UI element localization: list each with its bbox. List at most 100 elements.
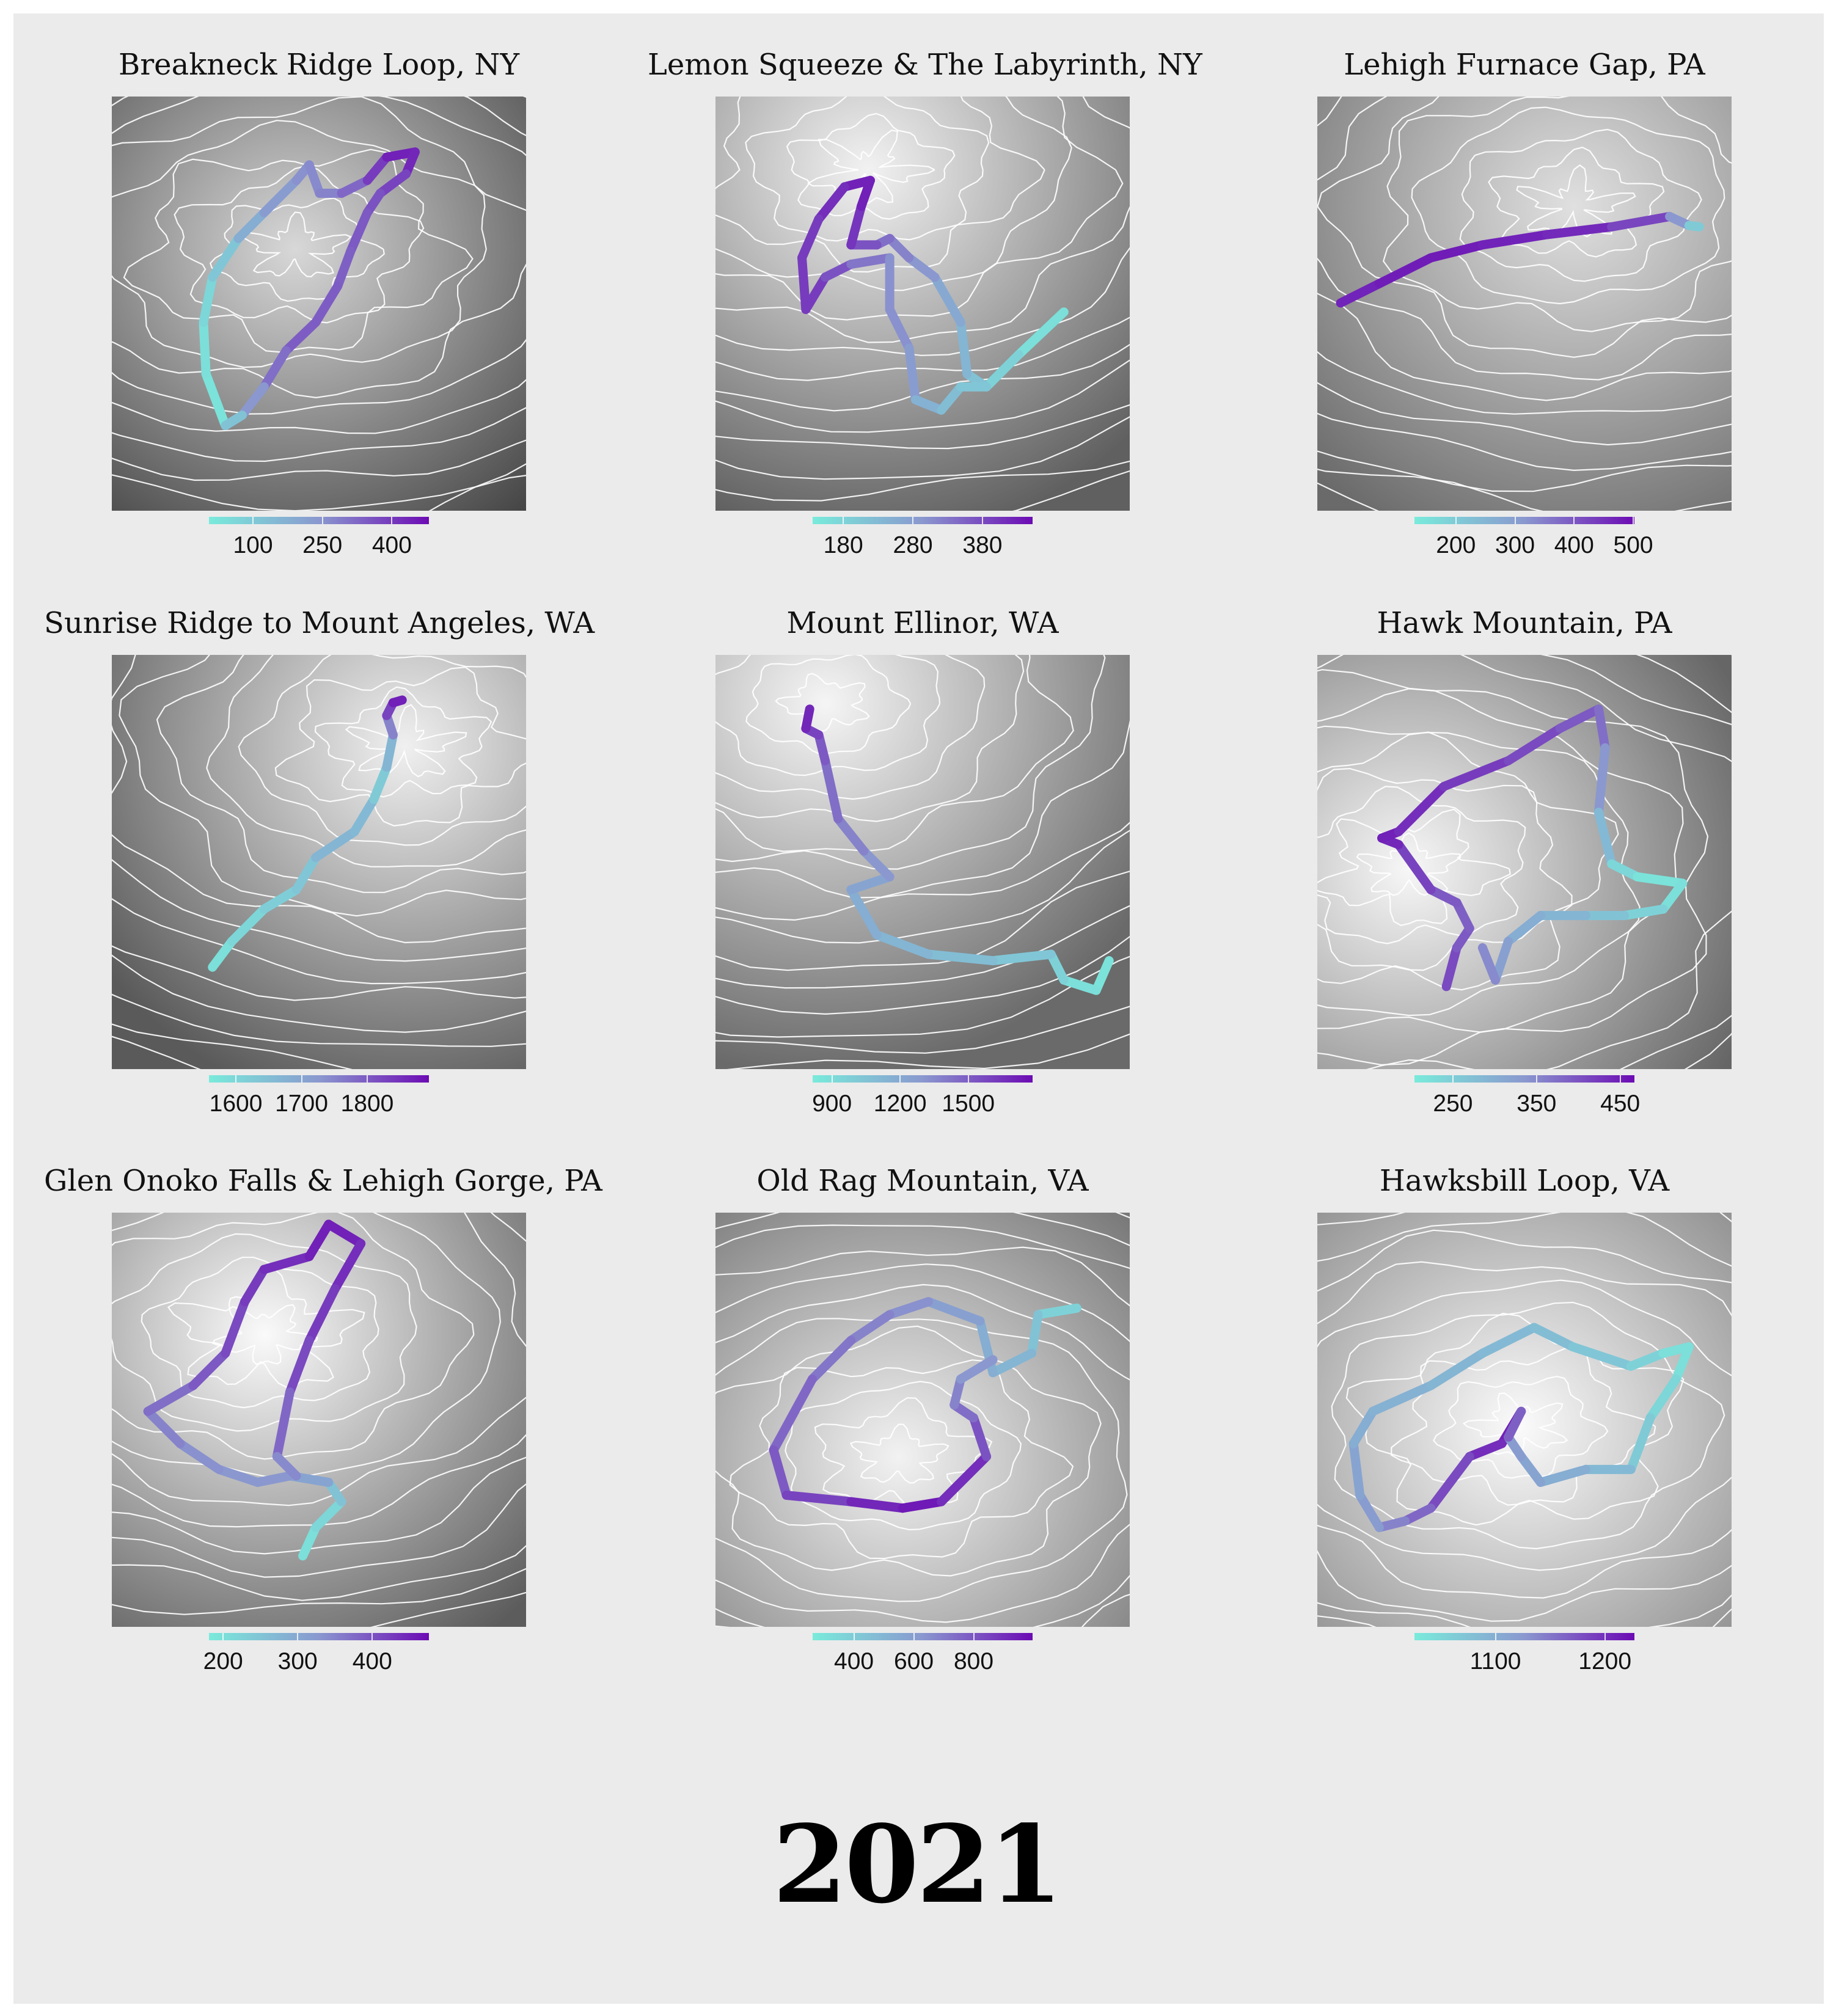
hillshade (715, 1213, 1130, 1627)
facet-panel: Breakneck Ridge Loop, NY 100 250 400 (44, 46, 594, 596)
trail-segment (797, 214, 824, 263)
elevation-colorbar (813, 1633, 1033, 1640)
colorbar-tick-label: 380 (962, 532, 1003, 558)
contour-line (119, 655, 526, 917)
trail-segment (324, 1219, 366, 1249)
trail-segment (982, 349, 1023, 392)
trail-segment (956, 318, 972, 379)
contour-line (715, 343, 1130, 412)
contour-line (112, 439, 526, 481)
trail-segment (1394, 839, 1436, 894)
contour-line (112, 97, 526, 399)
contour-line (1115, 1213, 1130, 1219)
colorbar-labels: 900 1200 1500 (812, 1090, 1033, 1121)
trail-segment (382, 730, 398, 772)
contour-line (112, 463, 526, 511)
terrain-map (715, 1213, 1130, 1627)
contour-line (715, 905, 1130, 989)
colorbar-tick-label: 1700 (275, 1090, 328, 1117)
trail-segment (904, 343, 920, 404)
contour-line (238, 655, 526, 846)
contour-line (807, 130, 935, 205)
trail-segment (846, 885, 882, 940)
trail-segment (1059, 975, 1101, 995)
contour-line (1317, 1229, 1732, 1622)
trail-segment (201, 369, 230, 431)
elevation-colorbar (209, 517, 429, 524)
contour-line (775, 673, 870, 732)
trail-segment (237, 382, 269, 420)
trail-segment (259, 885, 301, 914)
facet-panel: Old Rag Mountain, VA 400 600 800 (648, 1163, 1198, 1712)
trail-segment (311, 1497, 346, 1532)
contour-line (849, 1423, 949, 1484)
trail-segment (227, 904, 269, 946)
colorbar-tick (973, 1633, 975, 1640)
trail-segment (369, 762, 392, 805)
elevation-colorbar (209, 1633, 429, 1640)
trail-segment (1504, 723, 1565, 765)
trail-segment (846, 1310, 895, 1345)
hillshade (1317, 1213, 1732, 1627)
contour-line (112, 1456, 526, 1555)
colorbar-labels: 180 280 380 (813, 532, 1033, 563)
trail-segment (968, 1413, 992, 1461)
contour-line (123, 148, 474, 353)
colorbar-tick (297, 1633, 299, 1640)
contour-line (112, 97, 526, 415)
trail-segment (1400, 1503, 1436, 1526)
colorbar-tick (967, 1075, 969, 1083)
contour-line (156, 655, 526, 893)
colorbar-tick-label: 1800 (340, 1090, 394, 1117)
contour-line (1488, 147, 1665, 258)
contour-line (715, 655, 941, 776)
trail-segment (175, 1439, 224, 1474)
contour-line (1317, 1213, 1732, 1627)
terrain-map (112, 1213, 526, 1627)
contour-line (1317, 97, 1732, 401)
contour-line (112, 1568, 526, 1615)
trail-segment (1671, 1342, 1694, 1384)
colorbar-tick (831, 1075, 833, 1083)
contour-line (715, 830, 1130, 944)
trail-segment (311, 827, 359, 863)
colorbar-tick-label: 200 (203, 1648, 243, 1675)
colorbar-tick-label: 250 (302, 532, 343, 558)
trail-segment (769, 1445, 791, 1500)
facet-title: Sunrise Ridge to Mount Angeles, WA (44, 606, 595, 640)
year-title: 2021 (772, 1802, 1063, 1927)
trail-segment (1658, 878, 1688, 914)
trail-segment (221, 1297, 250, 1358)
colorbar-labels: 200 300 400 (203, 1648, 429, 1679)
trail-segment (1465, 1439, 1507, 1461)
terrain-map (112, 655, 526, 1069)
trail-segment (375, 169, 411, 198)
contour-line (715, 822, 1130, 921)
contour-line (715, 655, 986, 800)
elevation-colorbar (813, 1075, 1033, 1083)
contour-line (112, 1213, 475, 1460)
trail-segment (1441, 943, 1462, 992)
trail-segment (885, 1297, 934, 1320)
contour-line (1317, 688, 1684, 1033)
contour-line (715, 359, 1130, 433)
hillshade (1317, 655, 1732, 1069)
contour-line (240, 211, 352, 277)
colorbar-tick (1573, 517, 1575, 524)
contour-line (715, 655, 1074, 852)
trail-segment (1014, 307, 1069, 359)
trail-segment (233, 208, 269, 243)
contour-line (1462, 1392, 1568, 1456)
contour-line (715, 1006, 1130, 1054)
contour-line (745, 655, 912, 754)
colorbar-tick-label: 350 (1517, 1090, 1557, 1117)
trail-segment (1626, 1413, 1655, 1474)
colorbar-labels: 200 300 400 500 (1414, 532, 1653, 563)
trail-segment (1517, 1452, 1545, 1487)
trail-segment (311, 281, 343, 327)
trail-segment (1452, 898, 1474, 933)
facet-panel: Hawksbill Loop, VA 1100 1200 (1249, 1163, 1799, 1712)
contour-line (112, 1233, 417, 1432)
trail-segment (1355, 1491, 1384, 1532)
trail-segment (272, 1387, 295, 1461)
